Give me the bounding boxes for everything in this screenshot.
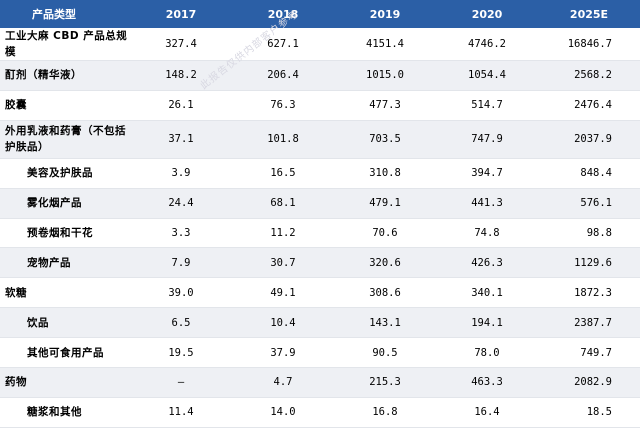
row-value: 11.4 (130, 397, 232, 428)
row-value: 76.3 (232, 90, 334, 121)
table-row: 美容及护肤品 3.9 16.5 310.8 394.7 848.4 (0, 158, 640, 189)
row-value: 19.5 (130, 337, 232, 369)
row-value: – (130, 367, 232, 398)
row-value: 16.4 (436, 397, 538, 428)
row-value: 747.9 (436, 120, 538, 159)
header-year: 2017 (165, 7, 197, 21)
row-value: 143.1 (334, 307, 436, 339)
header-year: 2025E (569, 7, 609, 21)
row-value: 3.3 (130, 218, 232, 249)
row-label: 工业大麻 CBD 产品总规模 (0, 28, 130, 61)
table-row: 外用乳液和药膏（不包括护肤品） 37.1 101.8 703.5 747.9 2037.9 (0, 120, 640, 159)
row-label: 雾化烟产品 (0, 188, 130, 219)
row-value: 194.1 (436, 307, 538, 339)
table-row: 雾化烟产品 24.4 68.1 479.1 441.3 576.1 (0, 188, 640, 219)
row-value: 98.8 (538, 218, 640, 249)
row-value: 426.3 (436, 247, 538, 279)
row-label: 预卷烟和干花 (0, 218, 130, 249)
row-label: 酊剂（精华液） (0, 60, 130, 91)
header-year: 2018 (267, 7, 299, 21)
row-label: 其他可食用产品 (0, 337, 130, 369)
row-value: 340.1 (436, 277, 538, 309)
row-value: 24.4 (130, 188, 232, 219)
row-value: 26.1 (130, 90, 232, 121)
row-value: 101.8 (232, 120, 334, 159)
row-value: 39.0 (130, 277, 232, 309)
table-row: 其他可食用产品 19.5 37.9 90.5 78.0 749.7 (0, 337, 640, 369)
row-label: 饮品 (0, 307, 130, 339)
row-value: 90.5 (334, 337, 436, 369)
row-value: 7.9 (130, 247, 232, 279)
row-value: 477.3 (334, 90, 436, 121)
table-row: 药物 –4.7 215.3 463.3 2082.9 (0, 367, 640, 398)
table-row: 糖浆和其他 11.4 14.0 16.8 16.4 18.5 (0, 397, 640, 428)
row-value: 49.1 (232, 277, 334, 309)
row-value: 148.2 (130, 60, 232, 91)
row-value: 78.0 (436, 337, 538, 369)
header-year: 2020 (471, 7, 503, 21)
row-value: 320.6 (334, 247, 436, 279)
row-value: 16.8 (334, 397, 436, 428)
table-header-row: 产品类型 2017 2018 2019 2020 2025E (0, 0, 640, 28)
header-product-type: 产品类型 (32, 8, 76, 21)
row-label: 美容及护肤品 (0, 158, 130, 189)
row-value: 1129.6 (538, 247, 640, 279)
row-value: 703.5 (334, 120, 436, 159)
row-value: 37.1 (130, 120, 232, 159)
table-row: 胶囊 26.1 76.3 477.3 514.7 2476.4 (0, 90, 640, 121)
row-value: 2082.9 (538, 367, 640, 398)
table-row: 宠物产品 7.9 30.7 320.6 426.3 1129.6 (0, 247, 640, 279)
row-value: 2037.9 (538, 120, 640, 159)
row-value: 576.1 (538, 188, 640, 219)
row-value: 4151.4 (334, 28, 436, 61)
table-row: 饮品 6.5 10.4 143.1 194.1 2387.7 (0, 307, 640, 339)
row-label: 外用乳液和药膏（不包括护肤品） (0, 120, 130, 159)
row-value: 4746.2 (436, 28, 538, 61)
row-value: 18.5 (538, 397, 640, 428)
row-value: 749.7 (538, 337, 640, 369)
row-value: 206.4 (232, 60, 334, 91)
row-value: 394.7 (436, 158, 538, 189)
row-value: 215.3 (334, 367, 436, 398)
row-value: 627.1 (232, 28, 334, 61)
row-value: 3.9 (130, 158, 232, 189)
row-value: 16.5 (232, 158, 334, 189)
row-value: 10.4 (232, 307, 334, 339)
table-row: 软糖 39.0 49.1 308.6 340.1 1872.3 (0, 277, 640, 309)
row-value: 327.4 (130, 28, 232, 61)
row-value: 1015.0 (334, 60, 436, 91)
row-value: 70.6 (334, 218, 436, 249)
table-row: 预卷烟和干花 3.3 11.2 70.6 74.8 98.8 (0, 218, 640, 249)
row-label: 宠物产品 (0, 247, 130, 279)
row-value: 848.4 (538, 158, 640, 189)
row-value: 514.7 (436, 90, 538, 121)
row-label: 糖浆和其他 (0, 397, 130, 428)
row-value: 6.5 (130, 307, 232, 339)
header-year: 2019 (369, 7, 401, 21)
row-value: 310.8 (334, 158, 436, 189)
row-value: 2476.4 (538, 90, 640, 121)
row-value: 74.8 (436, 218, 538, 249)
row-value: 30.7 (232, 247, 334, 279)
table-row: 工业大麻 CBD 产品总规模 327.4 627.1 4151.4 4746.2 1684… (0, 28, 640, 61)
row-value: 308.6 (334, 277, 436, 309)
row-value: 1872.3 (538, 277, 640, 309)
row-value: 463.3 (436, 367, 538, 398)
table-row: 酊剂（精华液） 148.2 206.4 1015.0 1054.4 2568.2 (0, 60, 640, 91)
row-value: 37.9 (232, 337, 334, 369)
row-value: 4.7 (232, 367, 334, 398)
row-value: 14.0 (232, 397, 334, 428)
row-label: 药物 (0, 367, 130, 398)
row-label: 软糖 (0, 277, 130, 309)
row-value: 479.1 (334, 188, 436, 219)
row-value: 11.2 (232, 218, 334, 249)
row-value: 441.3 (436, 188, 538, 219)
row-value: 1054.4 (436, 60, 538, 91)
row-value: 2387.7 (538, 307, 640, 339)
row-label: 胶囊 (0, 90, 130, 121)
row-value: 68.1 (232, 188, 334, 219)
row-value: 2568.2 (538, 60, 640, 91)
row-value: 16846.7 (538, 28, 640, 61)
